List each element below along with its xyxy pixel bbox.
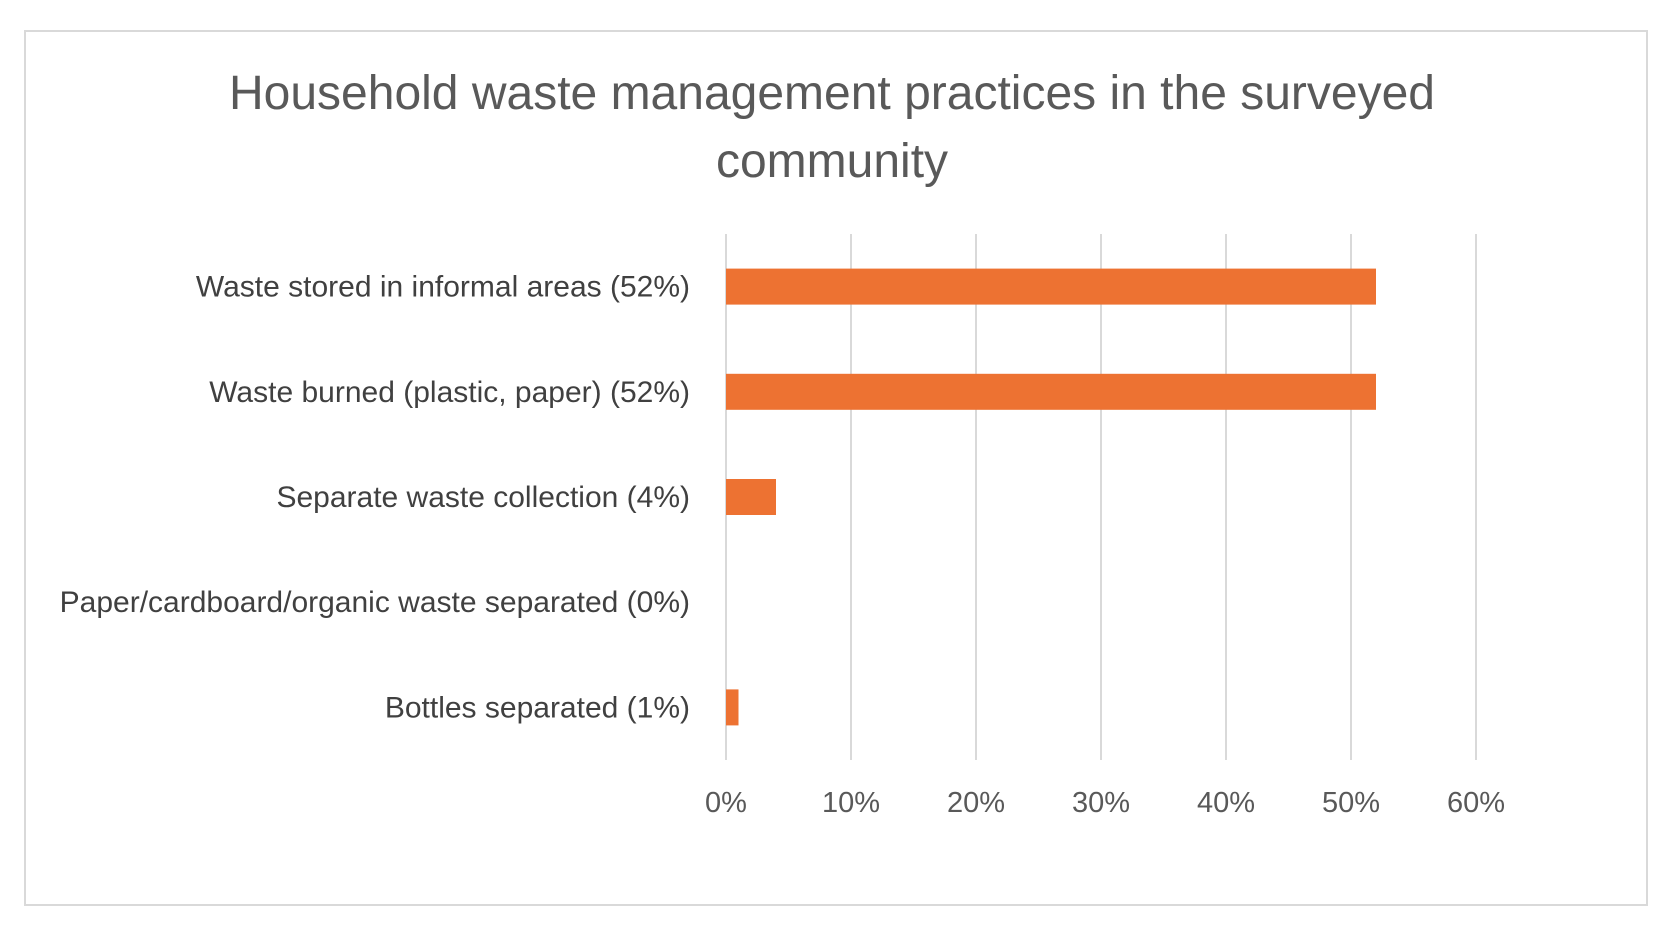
x-tick-label: 0% xyxy=(705,787,747,819)
x-tick-labels: 0% 10% 20% 30% 40% 50% 60% xyxy=(705,787,1505,819)
bar xyxy=(726,479,776,515)
bar xyxy=(726,268,1376,305)
bar xyxy=(726,373,1376,410)
bar xyxy=(726,689,739,726)
chart-title-line-1: Household waste management practices in … xyxy=(229,67,1435,120)
bars xyxy=(726,268,1376,726)
x-tick-label: 40% xyxy=(1197,787,1255,819)
x-tick-label: 30% xyxy=(1072,787,1130,819)
x-tick-label: 50% xyxy=(1322,787,1380,819)
category-label: Separate waste collection (4%) xyxy=(276,481,690,514)
category-label: Waste stored in informal areas (52%) xyxy=(196,271,690,304)
category-label: Paper/cardboard/organic waste separated … xyxy=(60,586,690,619)
category-label: Bottles separated (1%) xyxy=(385,691,690,724)
chart-title-line-2: community xyxy=(715,135,949,188)
chart-title: Household waste management practices in … xyxy=(0,60,1664,196)
chart-frame xyxy=(24,30,1648,906)
x-tick-label: 60% xyxy=(1447,787,1505,819)
x-tick-label: 10% xyxy=(822,787,880,819)
gridlines xyxy=(725,234,1477,760)
x-tick-label: 20% xyxy=(947,787,1005,819)
category-labels: Waste stored in informal areas (52%) Wast… xyxy=(60,271,690,725)
category-label: Waste burned (plastic, paper) (52%) xyxy=(209,376,690,409)
